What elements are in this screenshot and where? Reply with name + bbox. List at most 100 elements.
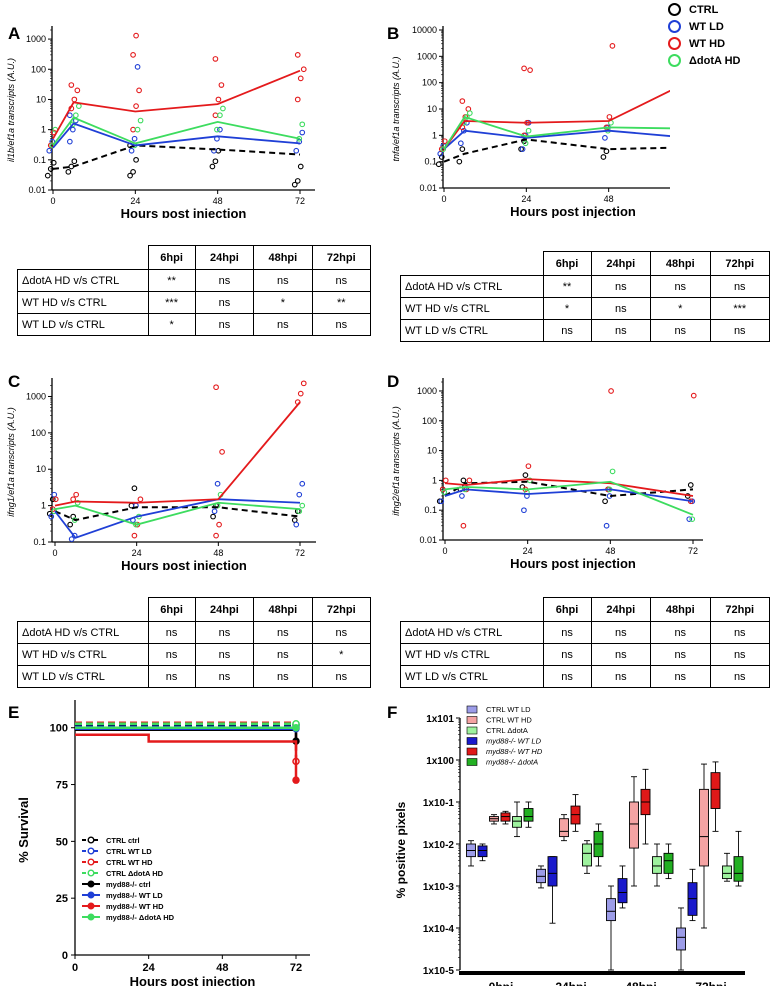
table-cell: ns [311, 269, 372, 292]
table-cell: ns [253, 269, 313, 292]
data-point [299, 480, 306, 487]
table-cell: ns [311, 313, 372, 336]
data-point [217, 112, 223, 119]
box [512, 816, 522, 828]
data-point [71, 158, 78, 165]
data-point [603, 148, 610, 155]
series-line [52, 122, 301, 149]
table-cell: ns [253, 621, 313, 644]
data-point [459, 493, 465, 499]
legend-label: CTRL [689, 3, 719, 16]
legend-label: ΔdotA HD [689, 54, 741, 67]
y-tick-label: 1000 [26, 391, 46, 401]
data-point [131, 485, 138, 492]
x-axis-label: Hours post injection [510, 204, 636, 218]
data-point [73, 491, 80, 498]
data-point [460, 477, 467, 484]
table-cell: ns [650, 643, 711, 666]
legend-label: myd88-/- ctrl [106, 880, 151, 889]
table-cell: ** [542, 275, 592, 298]
y-tick-label: 100 [31, 64, 46, 74]
data-point [214, 126, 220, 133]
data-point [466, 477, 473, 484]
box [559, 818, 569, 838]
legend-swatch [466, 747, 478, 756]
series-line [443, 89, 670, 150]
legend-item-ctrl: CTRL [668, 1, 741, 18]
series-line [52, 69, 301, 140]
y-tick-label: 0.01 [28, 185, 46, 195]
data-point [65, 168, 72, 175]
series-line [52, 144, 301, 170]
table-header: 72hpi [709, 597, 770, 622]
row-label: WT HD v/s CTRL [17, 643, 149, 666]
y-axis-label: % Survival [16, 797, 31, 863]
data-point [130, 52, 136, 58]
legend: CTRL WT LD WT HD ΔdotA HD [668, 1, 741, 69]
table-cell: ns [590, 621, 652, 644]
table-row: ΔdotA HD v/s CTRL ns ns ns ns [17, 621, 372, 644]
x-tick-label: 24 [521, 194, 531, 204]
y-tick-label: 0.1 [33, 537, 46, 547]
table-header-corner [17, 597, 149, 622]
table-row: WT HD v/s CTRL *** ns * ** [17, 291, 372, 314]
table-header: 24hpi [194, 245, 255, 270]
y-tick-label: 10 [427, 104, 437, 114]
y-tick-label: 1x10-2 [423, 840, 455, 851]
table-cell: * [311, 643, 372, 666]
panel-label-b: B [387, 24, 400, 43]
survival-curve [75, 733, 298, 781]
data-point [606, 114, 613, 120]
row-label: ΔdotA HD v/s CTRL [400, 275, 544, 298]
y-tick-label: 0.1 [424, 157, 437, 167]
table-row: WT LD v/s CTRL ns ns ns ns [400, 319, 770, 342]
data-point [137, 117, 144, 124]
data-point [456, 158, 463, 165]
data-point [527, 67, 533, 73]
table-cell: ** [311, 291, 372, 314]
data-point [466, 110, 473, 116]
data-point [136, 87, 142, 94]
table-header-row: 6hpi 24hpi 48hpi 72hpi [400, 597, 770, 622]
legend-label: myd88-/- ΔdotA HD [106, 913, 175, 922]
table-header-corner [400, 251, 544, 276]
row-label: WT LD v/s CTRL [400, 665, 544, 688]
data-point [438, 154, 445, 160]
chart-d-ifng2: 0.01 0.1 1 10 100 1000 0 24 48 72 Hours post injec… [391, 378, 703, 570]
table-header-corner [17, 245, 149, 270]
table-header: 48hpi [650, 597, 711, 622]
y-tick-label: 1000 [417, 51, 437, 61]
table-cell: ns [253, 665, 313, 688]
panel-label-c: C [8, 372, 21, 391]
y-tick-label: 10 [36, 464, 46, 474]
table-cell: ns [147, 665, 196, 688]
x-axis-label: Hours post injection [121, 558, 247, 570]
table-row: WT HD v/s CTRL * ns * *** [400, 297, 770, 320]
data-point [441, 489, 448, 496]
legend-marker [87, 847, 95, 855]
x-axis-label: Hours post injection [130, 974, 256, 986]
stats-table-c: 6hpi 24hpi 48hpi 72hpi ΔdotA HD v/s CTRL… [17, 597, 372, 688]
table-header: 48hpi [253, 245, 313, 270]
table-row: WT LD v/s CTRL * ns ns ns [17, 313, 372, 336]
legend-label: myd88-/- WT LD [106, 891, 163, 900]
data-point [608, 388, 614, 394]
data-point [294, 96, 301, 103]
table-header: 72hpi [709, 251, 770, 276]
data-point [300, 380, 307, 387]
row-label: WT HD v/s CTRL [400, 297, 544, 320]
chart-a-il1b: 0.01 0.1 1 10 100 1000 0 24 48 72 Hours post injec… [6, 26, 315, 218]
data-point [291, 181, 298, 188]
x-tick-label: 48 [213, 548, 223, 558]
data-point [293, 147, 300, 154]
x-tick-label: 0 [52, 548, 57, 558]
data-point [435, 161, 442, 168]
table-header: 48hpi [650, 251, 711, 276]
table-cell: ns [650, 621, 711, 644]
data-point [134, 64, 141, 70]
survival-endpoint [292, 723, 300, 732]
data-point [212, 112, 219, 119]
legend-label: myd88-/- WT LD [486, 737, 542, 746]
legend-item-wt-ld: WT LD [668, 18, 741, 35]
x-tick-label: 48 [605, 546, 615, 556]
